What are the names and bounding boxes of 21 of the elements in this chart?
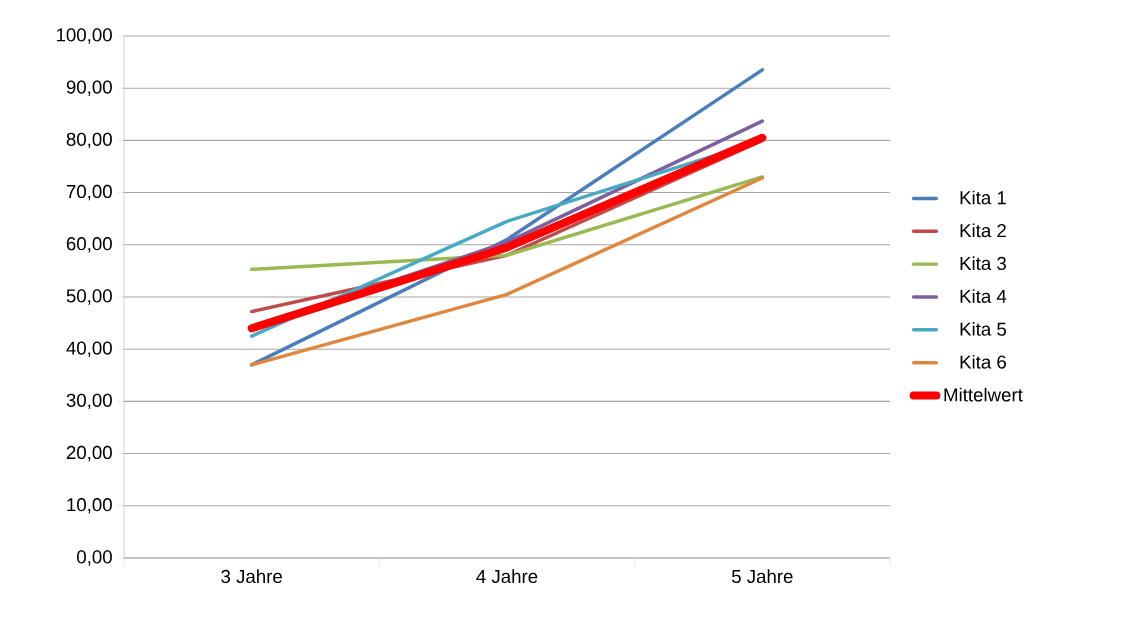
y-tick-label: 0,00 [77,550,112,566]
legend-label: Kita 1 [960,190,1006,205]
legend-label: Kita 4 [960,289,1007,303]
y-tick-label: 10,00 [67,498,112,514]
legend-label: Kita 5 [960,322,1007,336]
y-tick-label: 100,00 [56,28,112,44]
x-tick-label: 4 Jahre [476,569,538,584]
legend-label: Kita 2 [960,223,1006,238]
y-tick-label: 20,00 [66,445,112,462]
x-tick-label: 5 Jahre [731,569,793,584]
y-tick-label: 90,00 [66,80,112,96]
y-tick-label: 40,00 [66,341,112,357]
legend-label: Kita 6 [960,354,1006,369]
y-tick-label: 80,00 [66,132,112,149]
legend-label: Kita 3 [960,256,1006,271]
x-tick-label: 3 Jahre [221,569,282,584]
y-tick-label: 70,00 [66,184,112,201]
y-tick-label: 60,00 [66,237,112,253]
y-tick-label: 50,00 [66,289,112,305]
y-tick-label: 30,00 [66,393,112,410]
legend-label: Mittelwert [944,387,1023,402]
